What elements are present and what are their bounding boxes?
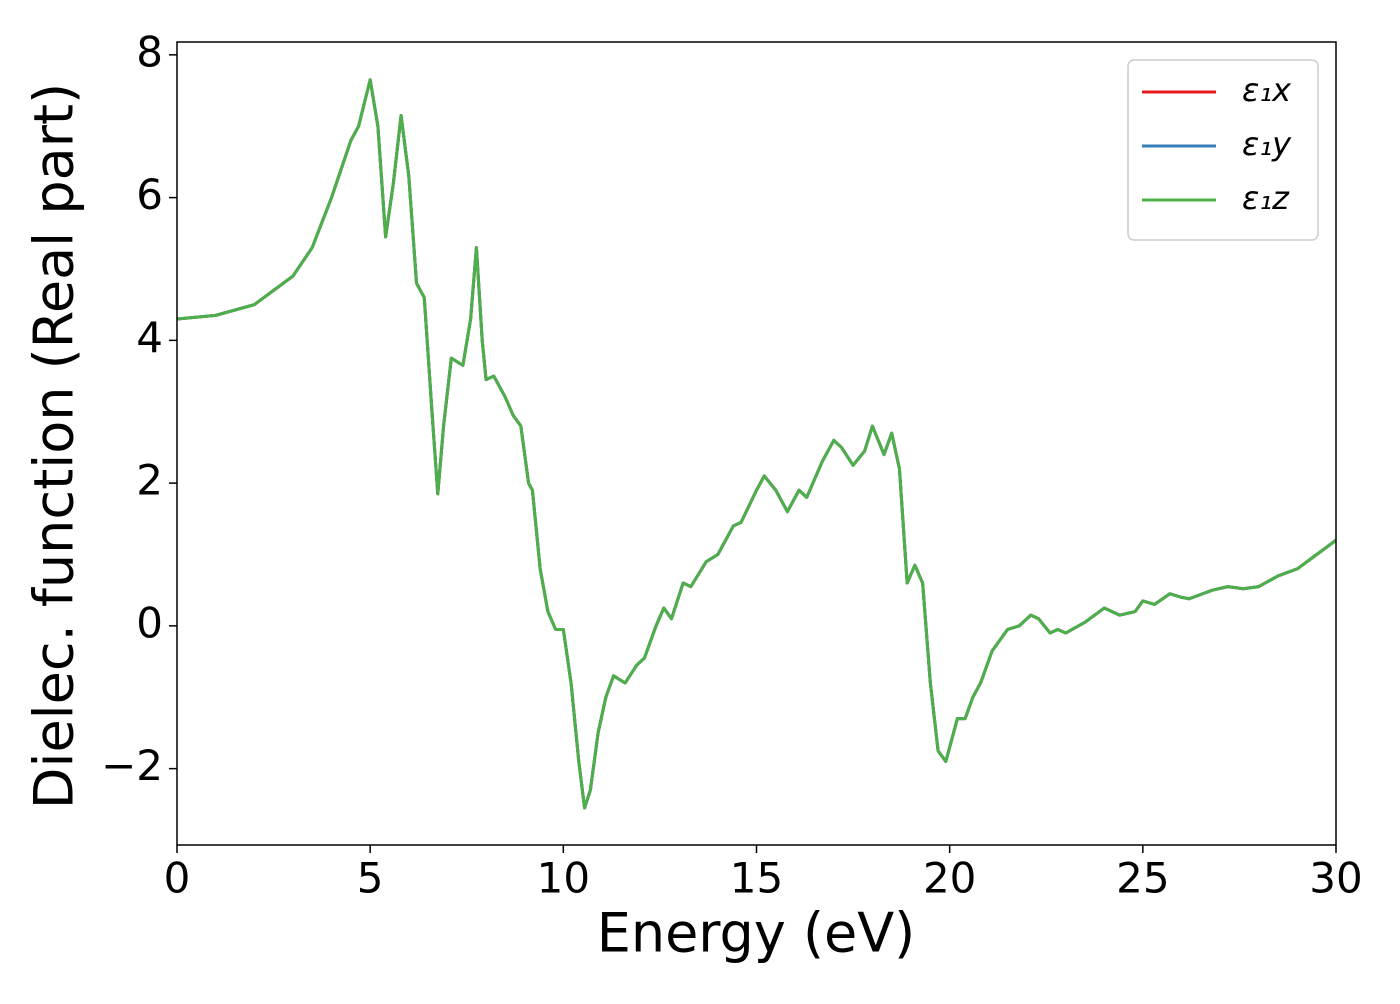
x-tick-label: 15	[730, 854, 783, 903]
y-tick-label: 8	[136, 27, 163, 76]
y-tick-label: 6	[136, 170, 163, 219]
x-tick-label: 0	[164, 854, 191, 903]
y-tick-label: −2	[101, 741, 163, 790]
legend-label: ε₁y	[1242, 125, 1292, 163]
x-axis-label: Energy (eV)	[597, 902, 916, 965]
x-tick-label: 10	[537, 854, 590, 903]
y-tick-label: 2	[136, 456, 163, 505]
x-tick-label: 20	[923, 854, 976, 903]
x-tick-label: 30	[1309, 854, 1362, 903]
y-tick-label: 4	[136, 313, 163, 362]
legend-label: ε₁x	[1242, 71, 1292, 109]
series-line	[177, 78, 1336, 810]
legend-label: ε₁z	[1242, 179, 1290, 217]
y-tick-label: 0	[136, 598, 163, 647]
x-tick-label: 5	[357, 854, 384, 903]
y-axis-label: Dielec. function (Real part)	[23, 83, 86, 809]
plot-frame	[176, 41, 1337, 846]
legend-frame	[1127, 59, 1319, 241]
x-tick-label: 25	[1116, 854, 1169, 903]
